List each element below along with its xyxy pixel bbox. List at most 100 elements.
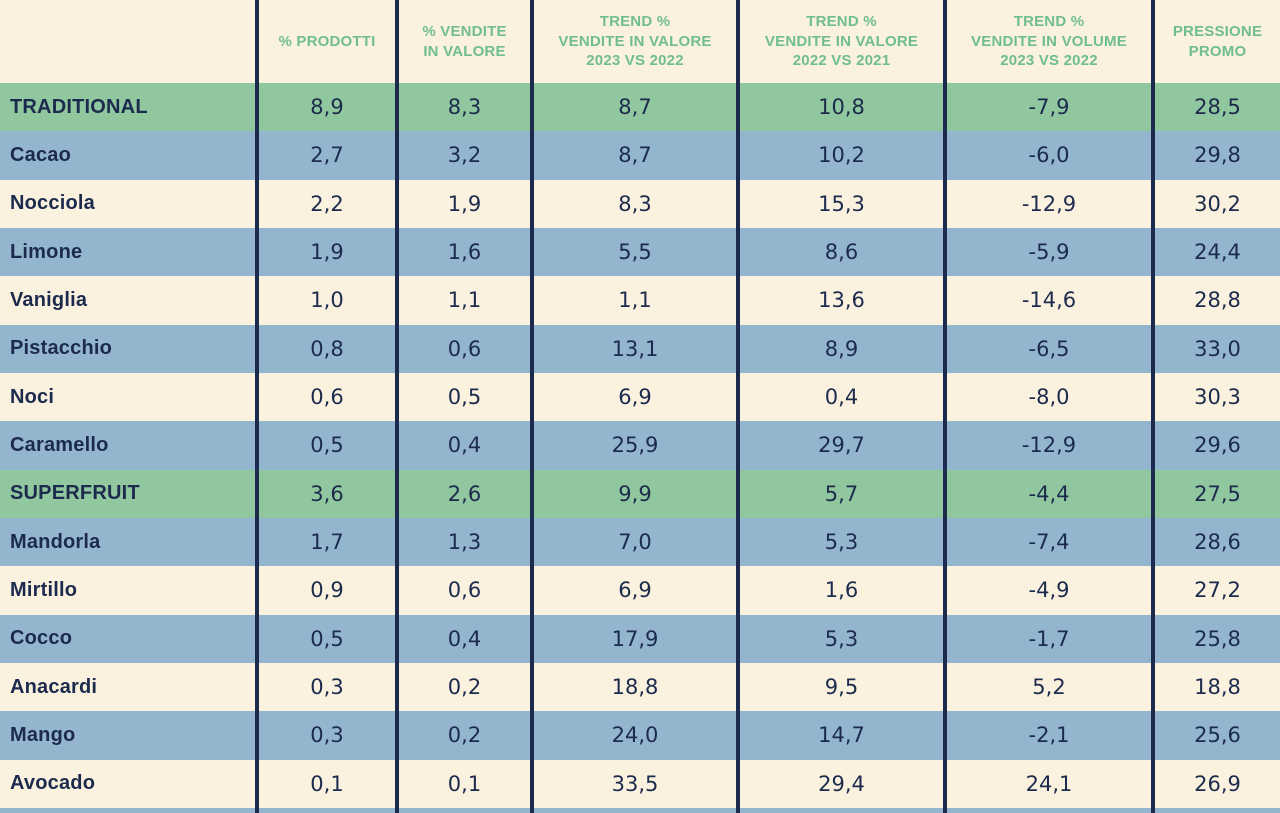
value-cell: 10,8 bbox=[740, 83, 947, 132]
value-cell: 2,2 bbox=[259, 179, 399, 228]
row-label: Mirtillo bbox=[0, 566, 259, 615]
header-cell: % VENDITE IN VALORE bbox=[399, 0, 534, 83]
value-cell: 8,6 bbox=[740, 227, 947, 277]
value-cell: 0,4 bbox=[399, 421, 534, 470]
value-cell: 5,7 bbox=[740, 469, 947, 518]
value-cell: 30,2 bbox=[1155, 179, 1280, 228]
table-row: Avocado 0,1 0,1 33,5 29,4 24,1 26,9 bbox=[0, 759, 1280, 808]
value-cell: 29,8 bbox=[1155, 131, 1280, 180]
value-cell: 0,5 bbox=[259, 421, 399, 470]
value-cell: 24,4 bbox=[1155, 227, 1280, 277]
value-cell: 1,0 bbox=[259, 276, 399, 325]
row-label: Mango bbox=[0, 711, 259, 760]
value-cell: 28,6 bbox=[1155, 517, 1280, 567]
value-cell: 1,6 bbox=[740, 566, 947, 615]
value-cell: -12,9 bbox=[947, 179, 1155, 228]
partial-cell bbox=[740, 807, 947, 813]
value-cell: -12,9 bbox=[947, 421, 1155, 470]
value-cell: -6,5 bbox=[947, 324, 1155, 373]
partial-cell bbox=[534, 807, 740, 813]
value-cell: 28,8 bbox=[1155, 276, 1280, 325]
value-cell: 5,5 bbox=[534, 227, 740, 277]
value-cell: -2,1 bbox=[947, 711, 1155, 760]
value-cell: 25,9 bbox=[534, 421, 740, 470]
value-cell: 29,7 bbox=[740, 421, 947, 470]
partial-cell bbox=[399, 807, 534, 813]
value-cell: 18,8 bbox=[534, 662, 740, 712]
value-cell: 6,9 bbox=[534, 566, 740, 615]
value-cell: 25,6 bbox=[1155, 711, 1280, 760]
value-cell: 8,3 bbox=[399, 83, 534, 132]
value-cell: 0,3 bbox=[259, 662, 399, 712]
value-cell: 13,6 bbox=[740, 276, 947, 325]
row-label: Cacao bbox=[0, 131, 259, 180]
row-label: Avocado bbox=[0, 759, 259, 808]
value-cell: 2,6 bbox=[399, 469, 534, 518]
table-row: Mango 0,3 0,2 24,0 14,7 -2,1 25,6 bbox=[0, 711, 1280, 760]
header-cell: TREND % VENDITE IN VOLUME 2023 VS 2022 bbox=[947, 0, 1155, 83]
row-label: TRADITIONAL bbox=[0, 83, 259, 132]
value-cell: 0,6 bbox=[399, 566, 534, 615]
value-cell: -1,7 bbox=[947, 614, 1155, 663]
value-cell: 0,6 bbox=[259, 372, 399, 422]
partial-cell bbox=[259, 807, 399, 813]
table-row: Mandorla 1,7 1,3 7,0 5,3 -7,4 28,6 bbox=[0, 517, 1280, 567]
value-cell: 0,9 bbox=[259, 566, 399, 615]
value-cell: 0,5 bbox=[259, 614, 399, 663]
value-cell: 9,9 bbox=[534, 469, 740, 518]
value-cell: -14,6 bbox=[947, 276, 1155, 325]
value-cell: 1,1 bbox=[399, 276, 534, 325]
value-cell: 14,7 bbox=[740, 711, 947, 760]
value-cell: 27,5 bbox=[1155, 469, 1280, 518]
table-row: SUPERFRUIT 3,6 2,6 9,9 5,7 -4,4 27,5 bbox=[0, 469, 1280, 518]
row-label: SUPERFRUIT bbox=[0, 469, 259, 518]
value-cell: -7,4 bbox=[947, 517, 1155, 567]
partial-cell bbox=[0, 807, 259, 813]
value-cell: 3,6 bbox=[259, 469, 399, 518]
header-cell: PRESSIONE PROMO bbox=[1155, 0, 1280, 83]
partial-next-row bbox=[0, 807, 1280, 813]
value-cell: 1,1 bbox=[534, 276, 740, 325]
value-cell: 26,9 bbox=[1155, 759, 1280, 808]
table-row: Cacao 2,7 3,2 8,7 10,2 -6,0 29,8 bbox=[0, 131, 1280, 180]
value-cell: -6,0 bbox=[947, 131, 1155, 180]
value-cell: 24,1 bbox=[947, 759, 1155, 808]
value-cell: 5,2 bbox=[947, 662, 1155, 712]
table-row: Pistacchio 0,8 0,6 13,1 8,9 -6,5 33,0 bbox=[0, 324, 1280, 373]
value-cell: -4,4 bbox=[947, 469, 1155, 518]
value-cell: 10,2 bbox=[740, 131, 947, 180]
header-cell: % PRODOTTI bbox=[259, 0, 399, 83]
row-label: Mandorla bbox=[0, 517, 259, 567]
header-cell: TREND % VENDITE IN VALORE 2023 VS 2022 bbox=[534, 0, 740, 83]
table-row: Limone 1,9 1,6 5,5 8,6 -5,9 24,4 bbox=[0, 227, 1280, 277]
table-row: Anacardi 0,3 0,2 18,8 9,5 5,2 18,8 bbox=[0, 662, 1280, 712]
table-row: TRADITIONAL 8,9 8,3 8,7 10,8 -7,9 28,5 bbox=[0, 83, 1280, 132]
value-cell: 7,0 bbox=[534, 517, 740, 567]
value-cell: 33,0 bbox=[1155, 324, 1280, 373]
value-cell: 1,9 bbox=[259, 227, 399, 277]
row-label: Vaniglia bbox=[0, 276, 259, 325]
table-row: Caramello 0,5 0,4 25,9 29,7 -12,9 29,6 bbox=[0, 421, 1280, 470]
table-row: Nocciola 2,2 1,9 8,3 15,3 -12,9 30,2 bbox=[0, 179, 1280, 228]
value-cell: 25,8 bbox=[1155, 614, 1280, 663]
value-cell: 5,3 bbox=[740, 517, 947, 567]
row-label: Noci bbox=[0, 372, 259, 422]
value-cell: 1,6 bbox=[399, 227, 534, 277]
header-cell: TREND % VENDITE IN VALORE 2022 VS 2021 bbox=[740, 0, 947, 83]
value-cell: 8,9 bbox=[259, 83, 399, 132]
value-cell: 0,4 bbox=[399, 614, 534, 663]
value-cell: 8,3 bbox=[534, 179, 740, 228]
value-cell: 5,3 bbox=[740, 614, 947, 663]
value-cell: 9,5 bbox=[740, 662, 947, 712]
row-label: Nocciola bbox=[0, 179, 259, 228]
value-cell: 33,5 bbox=[534, 759, 740, 808]
row-label: Cocco bbox=[0, 614, 259, 663]
value-cell: 3,2 bbox=[399, 131, 534, 180]
value-cell: 8,7 bbox=[534, 83, 740, 132]
table-row: Noci 0,6 0,5 6,9 0,4 -8,0 30,3 bbox=[0, 372, 1280, 422]
value-cell: 1,9 bbox=[399, 179, 534, 228]
value-cell: -5,9 bbox=[947, 227, 1155, 277]
value-cell: 0,6 bbox=[399, 324, 534, 373]
value-cell: 6,9 bbox=[534, 372, 740, 422]
